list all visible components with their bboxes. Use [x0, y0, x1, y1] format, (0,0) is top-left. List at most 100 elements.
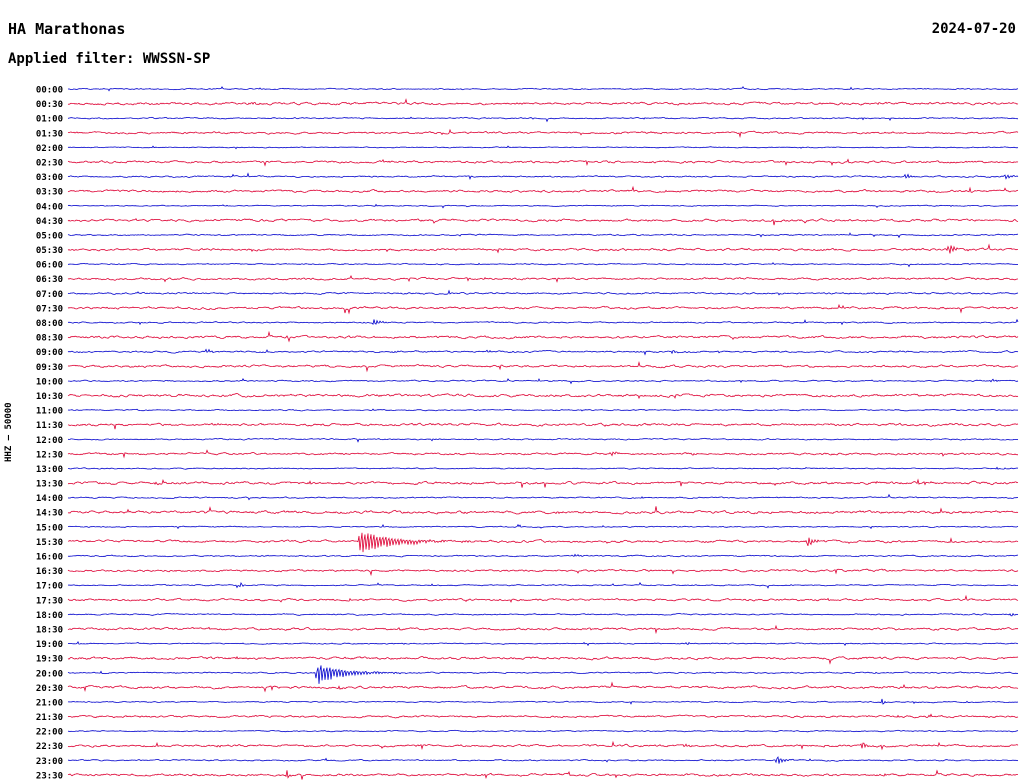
seismogram-trace-16:00 — [67, 553, 1019, 558]
seismogram-trace-07:00 — [67, 289, 1019, 296]
seismogram-trace-19:30 — [67, 655, 1019, 665]
trace-time-label: 12:00 — [36, 436, 63, 446]
trace-time-label: 22:30 — [36, 742, 63, 752]
trace-time-label: 11:30 — [36, 421, 63, 431]
seismogram-trace-22:00 — [67, 729, 1019, 733]
trace-time-label: 22:00 — [36, 728, 63, 738]
trace-time-label: 08:00 — [36, 319, 63, 329]
seismogram-trace-12:30 — [67, 449, 1019, 459]
seismogram-trace-18:00 — [67, 612, 1019, 617]
trace-time-label: 05:30 — [36, 246, 63, 256]
seismogram-trace-05:30 — [67, 243, 1018, 254]
seismogram-trace-03:30 — [67, 185, 1019, 194]
seismogram-trace-00:00 — [67, 86, 1019, 92]
trace-time-label: 07:00 — [36, 290, 63, 300]
trace-time-label: 06:30 — [36, 275, 63, 285]
seismogram-trace-06:30 — [67, 275, 1018, 283]
seismogram-trace-17:30 — [67, 594, 1019, 603]
trace-time-label: 20:00 — [36, 669, 63, 679]
trace-time-label: 05:00 — [36, 231, 63, 241]
trace-time-label: 18:00 — [36, 611, 63, 621]
trace-time-label: 14:30 — [36, 509, 63, 519]
trace-time-label: 19:00 — [36, 640, 63, 650]
seismogram-trace-15:30 — [68, 532, 1019, 553]
seismogram-trace-21:00 — [67, 698, 1019, 705]
trace-time-label: 14:00 — [36, 494, 63, 504]
seismogram-trace-04:00 — [67, 203, 1019, 209]
trace-time-label: 06:00 — [36, 261, 63, 271]
trace-time-label: 00:30 — [36, 100, 63, 110]
trace-time-label: 19:30 — [36, 655, 63, 665]
trace-time-label: 18:30 — [36, 626, 63, 636]
seismogram-trace-17:00 — [67, 581, 1019, 589]
seismogram-trace-16:30 — [67, 568, 1019, 577]
trace-time-label: 20:30 — [36, 684, 63, 694]
seismogram-trace-20:00 — [67, 665, 1019, 684]
trace-time-label: 15:30 — [36, 538, 63, 548]
trace-time-label: 02:30 — [36, 159, 63, 169]
trace-time-label: 07:30 — [36, 304, 63, 314]
trace-time-label: 10:30 — [36, 392, 63, 402]
trace-time-label: 09:30 — [36, 363, 63, 373]
trace-time-label: 13:30 — [36, 480, 63, 490]
seismogram-trace-09:30 — [67, 360, 1019, 373]
seismogram-trace-23:30 — [67, 769, 1019, 780]
seismogram-trace-02:30 — [67, 158, 1019, 167]
trace-time-label: 09:00 — [36, 348, 63, 358]
seismogram-trace-05:00 — [67, 232, 1019, 239]
trace-time-label: 01:00 — [36, 115, 63, 125]
seismogram-trace-23:00 — [67, 756, 1019, 764]
trace-time-label: 00:00 — [36, 86, 63, 96]
seismogram-trace-01:00 — [67, 116, 1019, 123]
trace-time-label: 01:30 — [36, 129, 63, 139]
seismogram-trace-19:00 — [67, 640, 1019, 647]
trace-time-label: 04:30 — [36, 217, 63, 227]
trace-time-label: 16:00 — [36, 553, 63, 563]
trace-time-label: 21:30 — [36, 713, 63, 723]
trace-time-label: 17:00 — [36, 582, 63, 592]
filter-label: Applied filter: WWSSN-SP — [8, 51, 211, 67]
seismogram-trace-21:30 — [67, 713, 1019, 719]
seismogram-trace-14:30 — [67, 506, 1019, 515]
seismogram-trace-06:00 — [68, 262, 1019, 268]
station-title: HA Marathonas — [8, 20, 126, 38]
trace-time-label: 04:00 — [36, 202, 63, 212]
seismogram-trace-11:00 — [67, 408, 1019, 412]
seismogram-trace-04:30 — [67, 218, 1019, 226]
trace-time-label: 21:00 — [36, 698, 63, 708]
seismogram-trace-08:30 — [67, 330, 1019, 343]
trace-time-label: 17:30 — [36, 596, 63, 606]
trace-time-label: 23:30 — [36, 771, 63, 780]
trace-time-label: 03:00 — [36, 173, 63, 183]
trace-time-label: 10:00 — [36, 377, 63, 387]
seismogram-trace-11:30 — [67, 422, 1019, 430]
trace-time-label: 16:30 — [36, 567, 63, 577]
seismogram-trace-09:00 — [67, 348, 1019, 356]
seismogram-trace-10:30 — [67, 393, 1019, 400]
trace-time-label: 08:30 — [36, 334, 63, 344]
trace-time-label: 15:00 — [36, 523, 63, 533]
trace-time-label: 13:00 — [36, 465, 63, 475]
seismogram-trace-15:00 — [67, 523, 1019, 530]
seismogram-trace-22:30 — [67, 740, 1019, 751]
trace-time-label: 12:30 — [36, 450, 63, 460]
seismogram-trace-18:30 — [67, 624, 1019, 635]
seismogram-trace-00:30 — [67, 98, 1019, 106]
seismogram-trace-12:00 — [67, 437, 1019, 443]
seismogram-trace-01:30 — [67, 128, 1019, 138]
trace-time-label: 02:00 — [36, 144, 63, 154]
seismogram-trace-08:00 — [68, 318, 1019, 326]
seismogram-trace-13:00 — [67, 466, 1019, 470]
seismogram-trace-07:30 — [67, 303, 1019, 315]
date-label: 2024-07-20 — [931, 21, 1016, 37]
trace-time-label: 23:00 — [36, 757, 63, 767]
helicorder-plot: 00:00 00:30 01:00 01:30 02:00 02:30 03:00 03:30… — [36, 86, 1019, 780]
trace-time-label: 11:00 — [36, 407, 63, 417]
trace-time-label: 03:30 — [36, 188, 63, 198]
seismogram-trace-10:00 — [67, 377, 1019, 385]
seismogram-trace-13:30 — [68, 478, 1019, 488]
seismogram-trace-20:30 — [67, 681, 1019, 693]
seismogram-trace-03:00 — [67, 172, 1019, 180]
seismogram-trace-02:00 — [67, 145, 1019, 150]
